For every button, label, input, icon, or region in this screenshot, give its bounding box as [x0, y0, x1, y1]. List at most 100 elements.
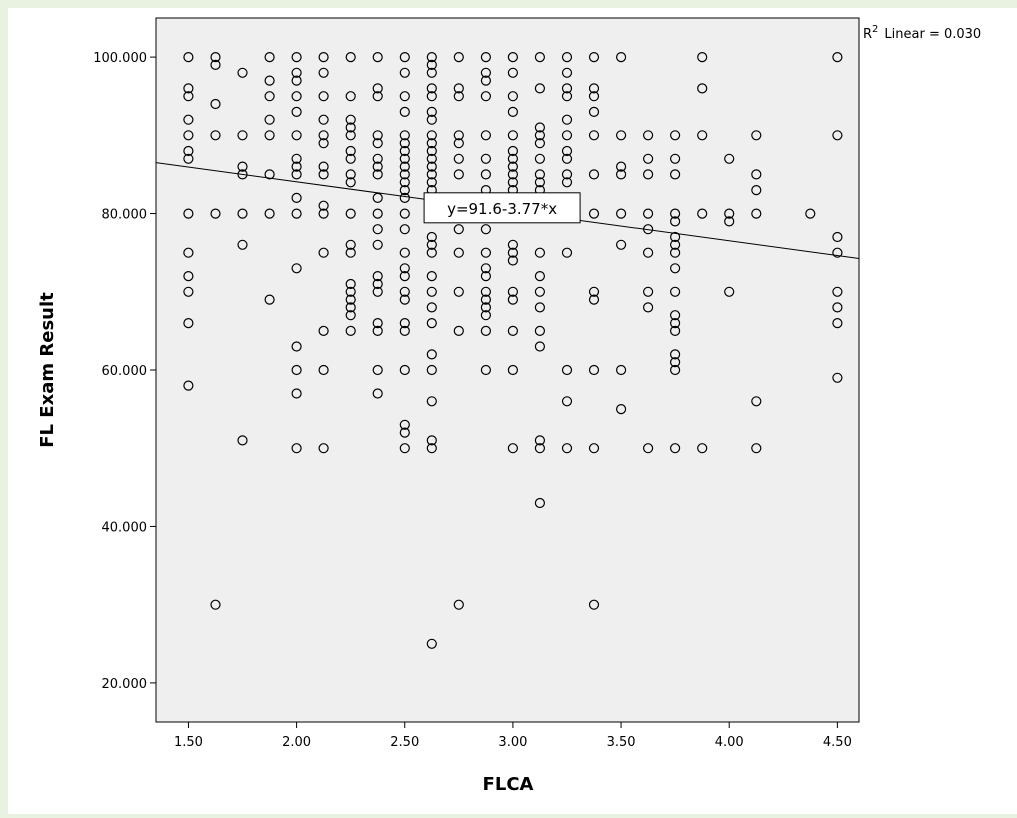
- data-point: [372, 91, 383, 102]
- data-point: [183, 208, 194, 219]
- y-tick-label: 20.000: [102, 677, 148, 692]
- x-axis-title: FLCA: [483, 774, 534, 795]
- data-point: [345, 91, 356, 102]
- data-point: [507, 443, 518, 454]
- data-point: [507, 364, 518, 376]
- data-point: [642, 153, 654, 164]
- data-point: [588, 364, 600, 376]
- data-point: [426, 231, 437, 243]
- data-point: [534, 341, 546, 352]
- data-point: [669, 208, 681, 219]
- data-point: [588, 106, 600, 118]
- data-point: [318, 130, 329, 141]
- y-axis: 20.000 40.000 60.000 80.000 100.000: [93, 51, 156, 692]
- x-tick-label: 1.50: [174, 735, 203, 750]
- data-point: [264, 169, 275, 180]
- data-point: [669, 318, 681, 329]
- data-point: [237, 169, 248, 180]
- data-point: [561, 443, 573, 454]
- data-point: [588, 443, 600, 454]
- plot-area: [155, 17, 860, 723]
- data-point: [615, 130, 627, 141]
- data-point: [480, 75, 491, 86]
- data-point: [237, 130, 248, 141]
- data-point: [345, 208, 356, 219]
- data-point: [832, 130, 843, 141]
- data-point: [399, 263, 410, 274]
- data-point: [345, 114, 356, 125]
- data-point: [264, 114, 275, 125]
- data-point: [291, 169, 302, 180]
- data-point: [588, 130, 600, 141]
- data-point: [588, 83, 600, 94]
- data-point: [291, 341, 302, 352]
- data-point: [615, 161, 627, 172]
- data-point: [751, 169, 762, 180]
- data-point: [345, 122, 356, 133]
- data-point: [534, 138, 546, 149]
- data-point: [832, 318, 843, 329]
- data-point: [426, 271, 437, 282]
- data-point: [426, 138, 437, 149]
- data-point: [561, 169, 573, 180]
- data-point: [345, 278, 356, 290]
- x-tick-label: 3.00: [498, 735, 527, 750]
- data-point: [318, 325, 329, 336]
- data-point: [426, 443, 437, 454]
- data-point: [372, 224, 383, 235]
- data-point: [210, 130, 221, 141]
- data-point: [345, 153, 356, 164]
- data-point: [453, 153, 464, 164]
- data-point: [534, 286, 546, 297]
- data-point: [724, 208, 735, 219]
- data-point: [480, 364, 491, 376]
- data-point: [642, 247, 654, 258]
- data-point: [453, 51, 464, 63]
- data-point: [805, 208, 816, 219]
- data-point: [480, 302, 491, 313]
- data-point: [507, 325, 518, 336]
- data-point: [534, 83, 546, 94]
- data-point: [453, 286, 464, 297]
- data-point: [534, 271, 546, 282]
- data-point: [534, 51, 546, 63]
- data-point: [237, 208, 248, 219]
- data-point: [426, 67, 437, 78]
- data-point: [561, 51, 573, 63]
- data-point: [534, 130, 546, 141]
- data-point: [642, 130, 654, 141]
- data-point: [453, 247, 464, 258]
- data-point: [669, 153, 681, 164]
- data-point: [183, 153, 194, 164]
- data-point: [507, 255, 518, 266]
- data-point: [399, 67, 410, 78]
- data-point: [480, 130, 491, 141]
- data-point: [507, 145, 518, 157]
- data-point: [426, 638, 437, 649]
- data-point: [399, 177, 410, 188]
- data-point: [372, 325, 383, 336]
- data-point: [453, 138, 464, 149]
- data-point: [291, 192, 302, 203]
- data-point: [345, 130, 356, 141]
- data-point: [426, 51, 437, 63]
- data-point: [561, 91, 573, 102]
- data-point: [697, 51, 708, 63]
- r-squared-label: R2 Linear = 0.030: [863, 24, 981, 42]
- data-point: [751, 208, 762, 219]
- data-point: [534, 497, 546, 509]
- data-point: [751, 443, 762, 454]
- x-tick-label: 2.50: [390, 735, 419, 750]
- data-point: [264, 51, 275, 63]
- data-point: [399, 208, 410, 219]
- data-point: [642, 302, 654, 313]
- data-point: [697, 208, 708, 219]
- data-point: [183, 114, 194, 125]
- data-point: [291, 51, 302, 63]
- data-point: [372, 318, 383, 329]
- data-point: [183, 83, 194, 94]
- data-point: [669, 364, 681, 376]
- data-point: [318, 138, 329, 149]
- data-point: [399, 153, 410, 164]
- data-point: [372, 208, 383, 219]
